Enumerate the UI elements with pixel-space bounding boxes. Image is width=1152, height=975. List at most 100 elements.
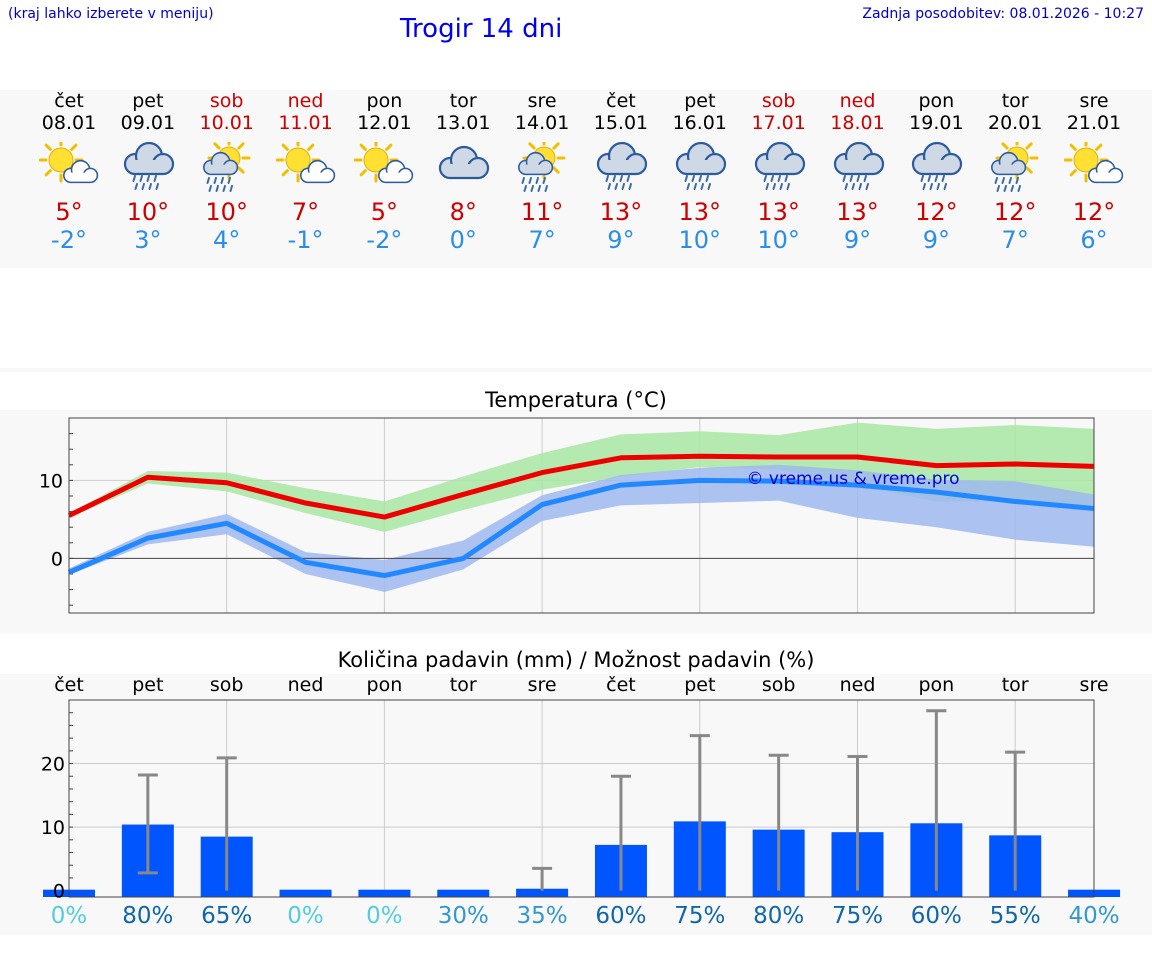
raindrop (700, 183, 704, 190)
raindrop (621, 183, 625, 190)
sun-cloud-icon (1064, 142, 1124, 184)
day-column: čet 15.01 13° 9° (571, 90, 671, 254)
cloud-shape (378, 159, 414, 184)
temp-max: 12° (915, 198, 958, 226)
day-column: pet 09.01 10° 3° (98, 90, 198, 254)
page-title: Trogir 14 dni (400, 14, 563, 44)
day-date: 09.01 (120, 112, 176, 134)
cloud-shape (123, 142, 174, 176)
raindrop (528, 177, 533, 184)
precip-probability: 55% (989, 903, 1041, 929)
forecast-band (0, 90, 1152, 268)
precip-probability: 35% (516, 903, 568, 929)
temp-min: 10° (757, 226, 800, 254)
raindrop (132, 175, 136, 182)
plot-frame (68, 699, 1095, 898)
day-name: čet (606, 90, 636, 112)
temp-min: -2° (51, 226, 87, 254)
temperature-chart: 0 10 © vreme.us & vreme.pro (39, 417, 1095, 614)
raindrop (691, 175, 695, 182)
temp-max: 12° (993, 198, 1037, 226)
raindrop (858, 183, 862, 190)
raindrop (779, 183, 783, 190)
cloud-shape (833, 142, 884, 176)
y-tick-label: 10 (39, 470, 63, 492)
sun-rain-icon (202, 142, 251, 192)
temp-min: -2° (366, 226, 403, 254)
raindrop (153, 175, 157, 182)
temp-min: -1° (287, 226, 324, 254)
raindrop (222, 185, 226, 192)
sun-ray (360, 143, 368, 151)
temp-min: 4° (213, 226, 241, 254)
precip-day-label: sre (1079, 674, 1109, 696)
precip-probability: 80% (122, 903, 174, 929)
precip-day-label: ned (287, 674, 324, 696)
raindrop (844, 183, 848, 190)
raindrop (1008, 177, 1013, 184)
sun-ray (1025, 166, 1033, 174)
temperature-chart-title: Temperatura (°C) (485, 388, 667, 412)
last-updated: Zadnja posodobitev: 08.01.2026 - 10:27 (862, 6, 1144, 22)
precip-day-labels: čet pet sob ned pon tor sre čet pet sob ned pon tor s… (0, 674, 1152, 698)
temp-min: 9° (607, 226, 635, 254)
raindrop (227, 177, 231, 184)
raindrop (612, 175, 616, 182)
precip-day-label: pon (366, 674, 403, 696)
day-date: 21.01 (1066, 112, 1122, 134)
day-name: sob (761, 90, 796, 112)
precip-day-label: sob (761, 674, 796, 696)
day-name: tor (1001, 90, 1029, 112)
precip-bar (516, 888, 569, 897)
temp-min: 0° (449, 226, 477, 254)
sun-ray (385, 143, 393, 151)
raindrop (1001, 177, 1006, 184)
day-column: pon 12.01 5° -2° (334, 90, 434, 254)
raindrop (996, 185, 1001, 192)
day-date: 18.01 (830, 112, 885, 134)
raindrop (1015, 177, 1020, 184)
temp-max: 8° (449, 198, 477, 226)
raindrop (619, 175, 623, 182)
cloud-shape (675, 142, 726, 176)
sun-ray (306, 143, 314, 151)
sun-ray (1095, 143, 1103, 151)
raindrop (863, 175, 867, 182)
raindrop (1003, 185, 1008, 192)
raindrop (530, 185, 535, 192)
raindrop (786, 183, 790, 190)
raindrop (155, 183, 159, 190)
raindrop (927, 175, 932, 182)
daily-forecast: čet 08.01 5° -2° pet 09.01 10° 3° sob 10.01 10° 4° n… (0, 90, 1152, 268)
y-tick-label: 10 (41, 817, 65, 839)
sun-cloud-icon (275, 142, 335, 184)
raindrop (535, 177, 540, 184)
temp-max: 11° (520, 198, 564, 226)
day-date: 17.01 (751, 112, 806, 134)
min-range-band (69, 464, 1095, 592)
raindrop (521, 177, 526, 184)
temp-max: 13° (678, 198, 722, 226)
raindrop (206, 177, 210, 184)
temp-min: 7° (1001, 226, 1029, 254)
raindrop (208, 185, 212, 192)
day-name: pet (684, 90, 716, 112)
cloud-shape (63, 159, 99, 184)
precip-probability: 0% (287, 903, 324, 929)
day-date: 10.01 (199, 112, 254, 134)
day-column: sre 14.01 11° 7° (492, 90, 592, 254)
precip-probability: 80% (753, 903, 805, 929)
raindrop (941, 175, 946, 182)
raindrop (134, 183, 138, 190)
day-name: ned (839, 90, 876, 112)
precip-day-label: čet (606, 674, 636, 696)
precip-probability: 60% (910, 903, 962, 929)
sun-ray (281, 143, 289, 151)
precip-day-label: ned (839, 674, 876, 696)
raindrop (929, 183, 934, 190)
raindrop (148, 183, 152, 190)
precip-probability: 65% (201, 903, 253, 929)
raindrop (215, 185, 219, 192)
precip-day-label: sob (209, 674, 244, 696)
sun-disc (285, 147, 311, 173)
